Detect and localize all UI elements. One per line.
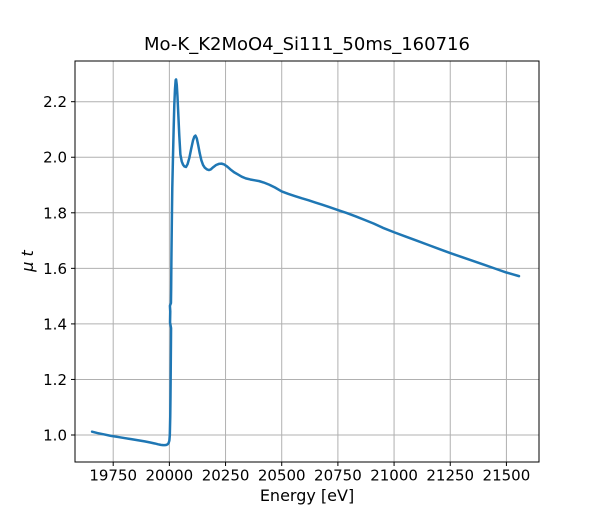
tick-marks [71, 101, 507, 466]
grid-layer [75, 61, 539, 462]
x-tick-label: 20750 [314, 467, 362, 485]
x-tick-label: 21000 [370, 467, 418, 485]
y-tick-label: 1.6 [43, 260, 67, 278]
x-tick-label: 21500 [483, 467, 531, 485]
axes-spines [74, 60, 540, 463]
x-tick-label: 20000 [146, 467, 194, 485]
y-tick-label: 1.8 [43, 204, 67, 222]
x-tick-label: 20250 [202, 467, 250, 485]
x-tick-label: 21250 [426, 467, 474, 485]
y-tick-label: 1.0 [43, 427, 67, 445]
y-tick-label: 2.2 [43, 93, 67, 111]
chart-title: Mo-K_K2MoO4_Si111_50ms_160716 [144, 34, 470, 55]
tick-labels: 19750 20000 20250 20500 20750 21000 21250 21500… [43, 93, 530, 484]
y-tick-label: 1.4 [43, 315, 67, 333]
x-tick-label: 19750 [89, 467, 137, 485]
x-tick-label: 20500 [258, 467, 306, 485]
spectrum-line [90, 78, 521, 447]
x-axis-label: Energy [eV] [260, 486, 354, 505]
y-tick-label: 2.0 [43, 149, 67, 167]
curve-layer [90, 78, 521, 447]
y-axis-label: μ t [18, 250, 37, 273]
y-tick-label: 1.2 [43, 371, 67, 389]
axes-frame [74, 60, 540, 463]
